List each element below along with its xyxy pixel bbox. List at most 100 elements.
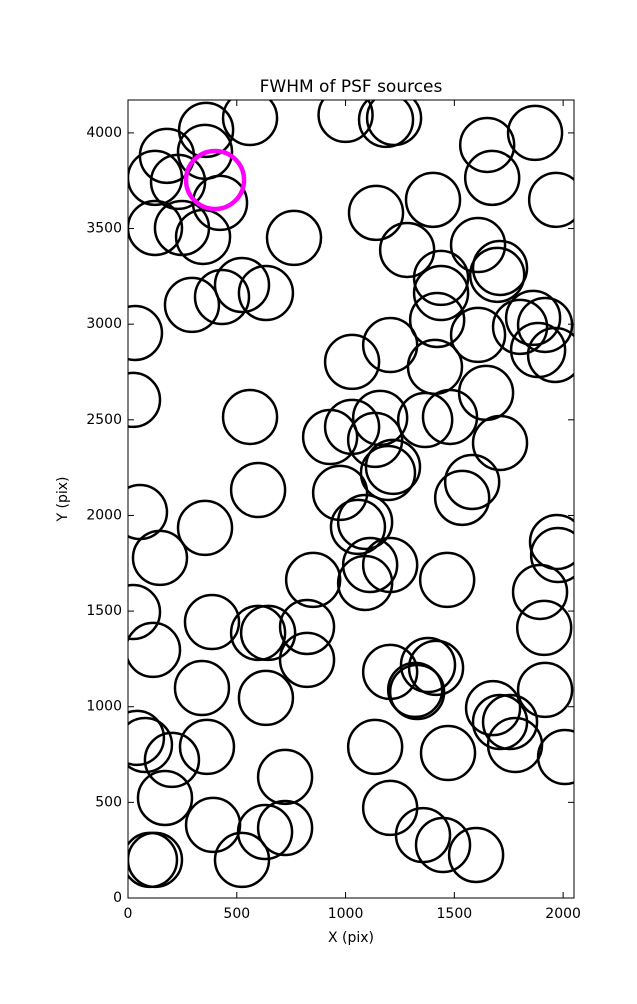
source-circle (481, 693, 539, 751)
source-circle (128, 621, 182, 679)
source-circle (468, 246, 526, 304)
y-axis-label: Y (pix) (55, 477, 71, 523)
source-circle (433, 469, 491, 527)
source-circle (414, 816, 472, 874)
source-circle (163, 276, 221, 334)
source-circle (128, 149, 184, 207)
source-circle (471, 414, 529, 472)
source-circle (213, 256, 271, 314)
source-circle (329, 498, 387, 556)
source-circle (256, 799, 314, 857)
source-circle (323, 333, 381, 391)
y-tick-label: 500 (95, 794, 122, 810)
source-circle (357, 100, 415, 149)
chart-title: FWHM of PSF sources (260, 77, 443, 97)
x-tick-label: 1500 (437, 906, 473, 922)
source-circle (408, 291, 466, 349)
source-circle (128, 304, 164, 362)
x-tick-label: 0 (124, 906, 133, 922)
source-circle (458, 116, 516, 174)
source-circle (237, 669, 295, 727)
source-circle (386, 661, 444, 719)
source-circle (239, 604, 297, 662)
source-circle (128, 583, 162, 641)
source-circle (183, 148, 247, 212)
source-circle (237, 264, 295, 322)
source-circle (174, 208, 232, 266)
source-circle (443, 453, 501, 511)
source-circle (536, 728, 574, 786)
source-circle (128, 199, 184, 257)
source-circle (176, 499, 234, 557)
source-circle (229, 604, 287, 662)
source-circle (527, 171, 574, 229)
source-circle (515, 599, 573, 657)
source-circle (213, 831, 271, 889)
source-circle (388, 663, 446, 721)
y-tick-label: 1000 (86, 699, 122, 715)
plot-frame (127, 99, 575, 899)
source-circle (229, 461, 287, 519)
y-tick-label: 2500 (86, 412, 122, 428)
source-circle (463, 149, 521, 207)
source-circle (516, 661, 574, 719)
source-circle (311, 464, 369, 522)
source-circle (365, 100, 423, 147)
source-circle (256, 748, 314, 806)
x-tick-label: 1000 (328, 906, 364, 922)
source-circle (278, 631, 336, 689)
source-circle (506, 104, 564, 162)
source-circle (412, 264, 470, 322)
source-circle (193, 268, 251, 326)
source-circle (131, 529, 189, 587)
source-circle (284, 551, 342, 609)
plot-area (128, 100, 574, 889)
source-circle (407, 639, 465, 697)
source-circle (396, 391, 454, 449)
source-circle (351, 389, 409, 447)
source-circle (336, 554, 394, 612)
source-circle (399, 636, 457, 694)
source-circle (378, 221, 436, 279)
source-circle (526, 326, 574, 384)
x-axis-label: X (pix) (328, 930, 374, 946)
source-circle (183, 593, 241, 651)
source-circle (143, 731, 201, 789)
source-circle (404, 171, 462, 229)
source-circle (177, 101, 235, 159)
source-circle (221, 388, 279, 446)
source-circle (278, 598, 336, 656)
source-circle (317, 100, 374, 144)
source-circle (528, 513, 574, 571)
source-circle (221, 100, 279, 147)
source-circle (128, 371, 162, 429)
source-circle (346, 718, 404, 776)
source-circle (511, 563, 569, 621)
source-circle (529, 526, 574, 584)
y-tick-label: 4000 (86, 125, 122, 141)
source-circle (359, 444, 417, 502)
y-tick-label: 3500 (86, 221, 122, 237)
x-tick-label: 500 (223, 906, 250, 922)
y-tick-label: 2000 (86, 507, 122, 523)
y-tick-label: 3000 (86, 316, 122, 332)
source-circle (301, 408, 359, 466)
source-circle (128, 709, 166, 767)
source-circle (128, 716, 174, 774)
source-circle (412, 249, 470, 307)
source-circle (346, 411, 404, 469)
source-circle (447, 826, 505, 884)
source-circle (471, 239, 529, 297)
y-tick-label: 0 (113, 890, 122, 906)
source-circle (136, 769, 194, 827)
source-circle (347, 184, 405, 242)
source-circle (336, 493, 394, 551)
source-circle (491, 298, 549, 356)
source-circle (418, 551, 476, 609)
source-circle (449, 216, 507, 274)
source-circle (516, 296, 574, 354)
source-circle (419, 724, 477, 782)
source-circle (128, 831, 184, 889)
